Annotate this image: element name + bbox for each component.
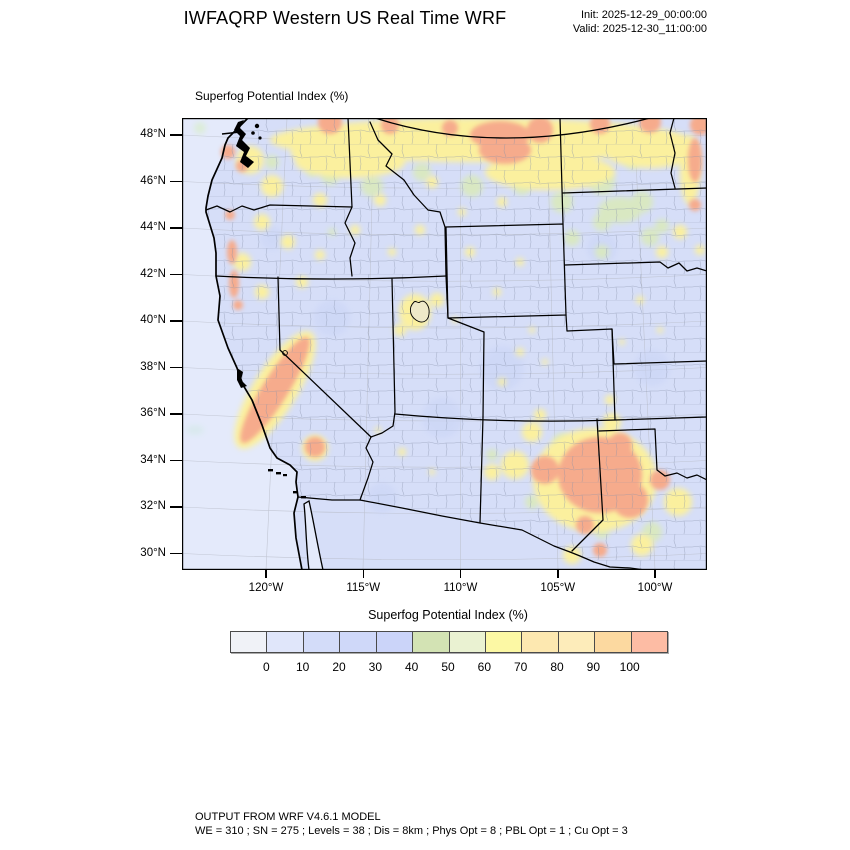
lat-tick-label: 46°N	[140, 174, 166, 187]
colorbar	[230, 631, 668, 653]
lon-tick-label: 120°W	[248, 582, 284, 594]
lon-tick-label: 100°W	[637, 582, 673, 594]
lat-tick-label: 38°N	[140, 360, 166, 373]
lat-tick-label: 30°N	[140, 546, 166, 559]
colorbar-tick-label: 60	[477, 660, 491, 674]
lon-tick-mark	[265, 570, 267, 578]
lat-tick-mark	[170, 506, 182, 508]
lat-tick-mark	[170, 134, 182, 136]
colorbar-cell	[485, 632, 523, 652]
colorbar-cell	[267, 632, 304, 652]
colorbar-cell	[449, 632, 486, 652]
lat-tick-mark	[170, 180, 182, 183]
colorbar-cell	[303, 632, 341, 652]
lat-tick-mark	[170, 459, 182, 462]
colorbar-tick-label: 100	[619, 660, 640, 674]
lat-tick-label: 34°N	[140, 453, 166, 466]
colorbar-cell	[595, 632, 632, 652]
init-time: Init: 2025-12-29_00:00:00	[581, 9, 707, 21]
lat-tick-label: 44°N	[140, 221, 166, 233]
model-info: OUTPUT FROM WRF V4.6.1 MODEL WE = 310 ; …	[195, 810, 628, 838]
colorbar-cell	[631, 632, 668, 652]
colorbar-title: Superfog Potential Index (%)	[368, 608, 528, 622]
colorbar-tick-label: 10	[295, 660, 310, 674]
county-boundaries	[206, 118, 707, 570]
colorbar-tick-label: 30	[368, 660, 382, 674]
lat-tick-mark	[170, 552, 182, 555]
gulf-of-california	[303, 499, 324, 570]
lon-tick-mark	[557, 570, 559, 578]
colorbar-tick-label: 70	[513, 660, 528, 674]
lon-tick-mark	[362, 570, 364, 578]
lat-tick-mark	[170, 227, 182, 229]
colorbar-cell	[231, 632, 268, 652]
lat-tick-label: 36°N	[140, 407, 166, 419]
water-bodies	[234, 120, 306, 499]
lat-tick-mark	[170, 366, 182, 369]
lat-tick-mark	[170, 273, 182, 276]
run-info: Init: 2025-12-29_00:00:00 Valid: 2025-12…	[573, 8, 707, 36]
lon-tick-mark	[654, 570, 656, 578]
colorbar-tick-label: 20	[332, 660, 346, 674]
lat-tick-mark	[170, 320, 182, 322]
colorbar-cell	[340, 632, 377, 652]
lat-tick-label: 42°N	[140, 267, 166, 280]
lat-tick-mark	[170, 413, 182, 415]
colorbar-cell	[376, 632, 414, 652]
colorbar-cell	[413, 632, 450, 652]
model-info-line1: OUTPUT FROM WRF V4.6.1 MODEL	[195, 811, 381, 823]
lon-tick-label: 110°W	[443, 582, 478, 594]
map-canvas	[182, 118, 707, 570]
lake-tahoe	[282, 350, 288, 356]
model-info-line2: WE = 310 ; SN = 275 ; Levels = 38 ; Dis …	[195, 825, 628, 837]
field-label: Superfog Potential Index (%)	[195, 89, 349, 103]
lon-tick-label: 105°W	[540, 582, 576, 594]
map-frame	[182, 118, 707, 570]
colorbar-tick-label: 0	[262, 660, 270, 674]
coastline	[205, 118, 303, 570]
colorbar-cell	[522, 632, 559, 652]
lon-tick-mark	[459, 570, 462, 578]
colorbar-cell	[558, 632, 596, 652]
state-borders	[205, 118, 707, 570]
lat-tick-label: 48°N	[140, 128, 166, 140]
lat-tick-label: 32°N	[140, 500, 166, 512]
colorbar-tick-label: 90	[586, 660, 600, 674]
map-figure	[182, 118, 707, 570]
lat-tick-label: 40°N	[140, 314, 166, 326]
great-salt-lake	[409, 300, 430, 323]
lon-tick-label: 115°W	[346, 582, 381, 594]
plot-title: IWFAQRP Western US Real Time WRF	[183, 8, 507, 28]
valid-time: Valid: 2025-12-30_11:00:00	[572, 23, 707, 35]
colorbar-tick-label: 50	[441, 660, 455, 674]
colorbar-tick-label: 80	[550, 660, 564, 674]
colorbar-tick-label: 40	[404, 660, 419, 674]
canada-border	[374, 118, 651, 139]
